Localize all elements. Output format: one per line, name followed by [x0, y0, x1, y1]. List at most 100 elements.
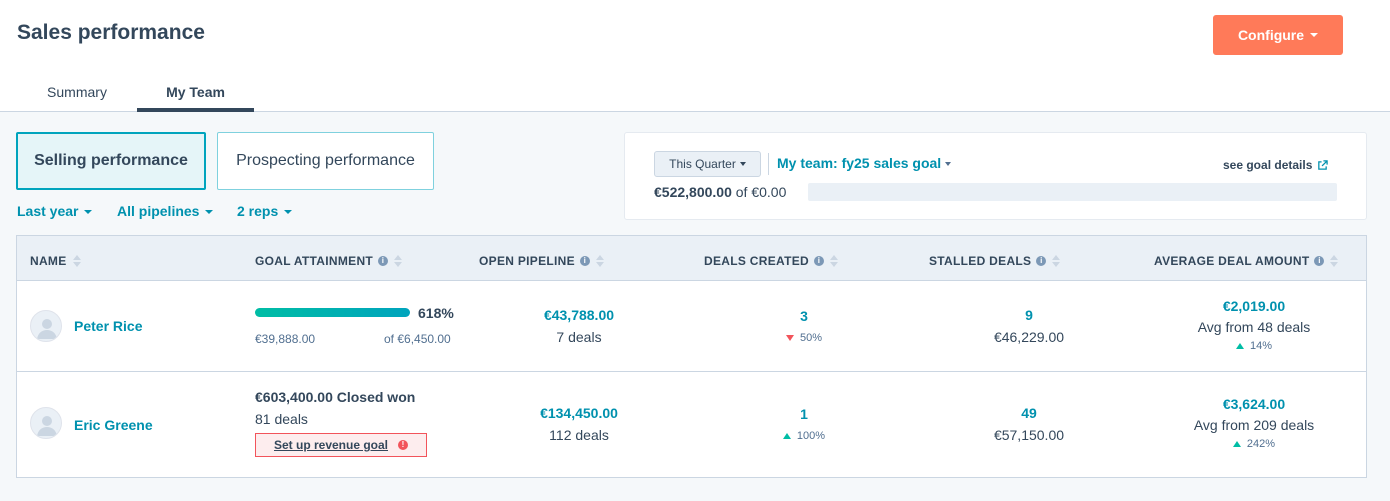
open-pipeline-cell: €134,450.00 112 deals: [479, 405, 679, 443]
sort-icon: [394, 255, 403, 267]
selling-performance-label: Selling performance: [34, 152, 188, 169]
external-link-icon: [1318, 159, 1329, 170]
avatar-placeholder-icon: [37, 319, 57, 339]
trend-value: 242%: [1246, 438, 1276, 450]
column-header-label: OPEN PIPELINE: [479, 254, 575, 268]
table-header: [17, 236, 1366, 281]
column-header-label: NAME: [30, 254, 67, 268]
tab-my-team[interactable]: My Team: [137, 72, 254, 112]
selling-performance-toggle[interactable]: Selling performance: [16, 132, 206, 190]
sort-icon: [1330, 255, 1339, 267]
prospecting-performance-toggle[interactable]: Prospecting performance: [217, 132, 434, 190]
stalled-deals-amount: €46,229.00: [993, 329, 1065, 345]
avatar-placeholder-icon: [37, 416, 57, 436]
open-pipeline-cell: €43,788.00 7 deals: [479, 307, 679, 345]
trend-down-icon: [785, 335, 794, 341]
open-pipeline-deals: 7 deals: [556, 329, 602, 345]
tab-summary[interactable]: Summary: [30, 72, 124, 112]
tab-summary-label: Summary: [47, 84, 107, 100]
average-deal-cell: €2,019.00 Avg from 48 deals 14%: [1154, 298, 1354, 352]
deals-created-count[interactable]: 1: [800, 406, 808, 422]
column-header-average-deal-amount[interactable]: AVERAGE DEAL AMOUNT i: [1154, 254, 1339, 268]
trend-value: 14%: [1249, 340, 1273, 352]
period-dropdown[interactable]: This Quarter: [654, 151, 761, 177]
active-tab-indicator: [137, 108, 254, 112]
info-icon[interactable]: i: [1036, 256, 1047, 266]
deals-created-cell: 3 50%: [704, 308, 904, 344]
stalled-deals-amount: €57,150.00: [993, 427, 1065, 443]
goal-name: My team: fy25 sales goal: [777, 155, 942, 171]
chevron-down-icon: [739, 162, 746, 166]
period-label: This Quarter: [669, 157, 736, 171]
goal-amount: €522,800.00: [654, 184, 732, 200]
deals-created-trend: 50%: [704, 332, 904, 344]
sort-icon: [1052, 255, 1061, 267]
open-pipeline-deals: 112 deals: [549, 427, 609, 443]
trend-value: 100%: [796, 430, 826, 442]
rep-name-link[interactable]: Peter Rice: [74, 318, 143, 334]
stalled-deals-count[interactable]: 49: [1021, 405, 1037, 421]
warning-icon: !: [398, 440, 409, 450]
average-deal-from: Avg from 48 deals: [1197, 319, 1311, 335]
set-up-revenue-goal-button[interactable]: Set up revenue goal !: [255, 433, 427, 457]
stalled-deals-cell: 9 €46,229.00: [929, 307, 1129, 345]
date-range-label: Last year: [17, 203, 79, 219]
column-header-open-pipeline[interactable]: OPEN PIPELINE i: [479, 254, 604, 268]
sort-icon: [595, 255, 604, 267]
page-header: [0, 0, 1390, 112]
pipelines-filter[interactable]: All pipelines: [117, 203, 214, 219]
chevron-down-icon: [84, 210, 93, 215]
sort-icon: [830, 255, 839, 267]
column-header-name[interactable]: NAME: [30, 254, 81, 268]
deals-created-count[interactable]: 3: [800, 308, 808, 324]
average-deal-amount[interactable]: €3,624.00: [1222, 396, 1286, 412]
chevron-down-icon: [284, 210, 293, 215]
sort-icon: [72, 255, 81, 267]
average-deal-trend: 242%: [1154, 438, 1354, 450]
pipelines-label: All pipelines: [117, 203, 200, 219]
reps-filter[interactable]: 2 reps: [237, 203, 293, 219]
rep-name-link[interactable]: Eric Greene: [74, 417, 153, 433]
column-header-label: STALLED DEALS: [929, 254, 1032, 268]
info-icon[interactable]: i: [814, 256, 825, 266]
average-deal-cell: €3,624.00 Avg from 209 deals 242%: [1154, 396, 1354, 450]
closed-won-amount: €603,400.00 Closed won: [255, 389, 416, 405]
deals-created-trend: 100%: [704, 430, 904, 442]
info-icon[interactable]: i: [378, 256, 389, 266]
stalled-deals-count[interactable]: 9: [1025, 307, 1033, 323]
average-deal-amount[interactable]: €2,019.00: [1222, 298, 1286, 314]
reps-label: 2 reps: [237, 203, 279, 219]
trend-value: 50%: [799, 332, 823, 344]
closed-won-deals: 81 deals: [255, 411, 308, 427]
divider: [768, 153, 769, 175]
stalled-deals-cell: 49 €57,150.00: [929, 405, 1129, 443]
open-pipeline-amount[interactable]: €134,450.00: [540, 405, 618, 421]
goal-progress-bar: [808, 183, 1337, 201]
deals-created-cell: 1 100%: [704, 406, 904, 442]
set-up-revenue-goal-label: Set up revenue goal: [273, 438, 389, 452]
chevron-down-icon: [945, 162, 952, 167]
average-deal-trend: 14%: [1154, 340, 1354, 352]
goal-amount-text: €522,800.00 of €0.00: [654, 184, 786, 200]
column-header-label: GOAL ATTAINMENT: [255, 254, 374, 268]
column-header-label: AVERAGE DEAL AMOUNT: [1154, 254, 1310, 268]
chevron-down-icon: [205, 210, 214, 215]
info-icon[interactable]: i: [579, 256, 590, 266]
goal-dropdown[interactable]: My team: fy25 sales goal: [777, 155, 952, 171]
row-divider: [17, 371, 1366, 372]
column-header-stalled-deals[interactable]: STALLED DEALS i: [929, 254, 1061, 268]
trend-up-icon: [782, 433, 791, 439]
date-range-filter[interactable]: Last year: [17, 203, 93, 219]
info-icon[interactable]: i: [1314, 256, 1325, 266]
column-header-label: DEALS CREATED: [704, 254, 810, 268]
average-deal-from: Avg from 209 deals: [1193, 417, 1315, 433]
open-pipeline-amount[interactable]: €43,788.00: [543, 307, 615, 323]
column-header-deals-created[interactable]: DEALS CREATED i: [704, 254, 839, 268]
configure-button[interactable]: Configure: [1213, 15, 1343, 55]
chevron-down-icon: [1310, 33, 1319, 37]
avatar: [30, 310, 62, 342]
see-goal-details-link[interactable]: see goal details: [1223, 158, 1329, 172]
goal-achieved-amount: €39,888.00: [255, 332, 316, 346]
tab-my-team-label: My Team: [166, 84, 225, 100]
column-header-goal-attainment[interactable]: GOAL ATTAINMENT i: [255, 254, 403, 268]
